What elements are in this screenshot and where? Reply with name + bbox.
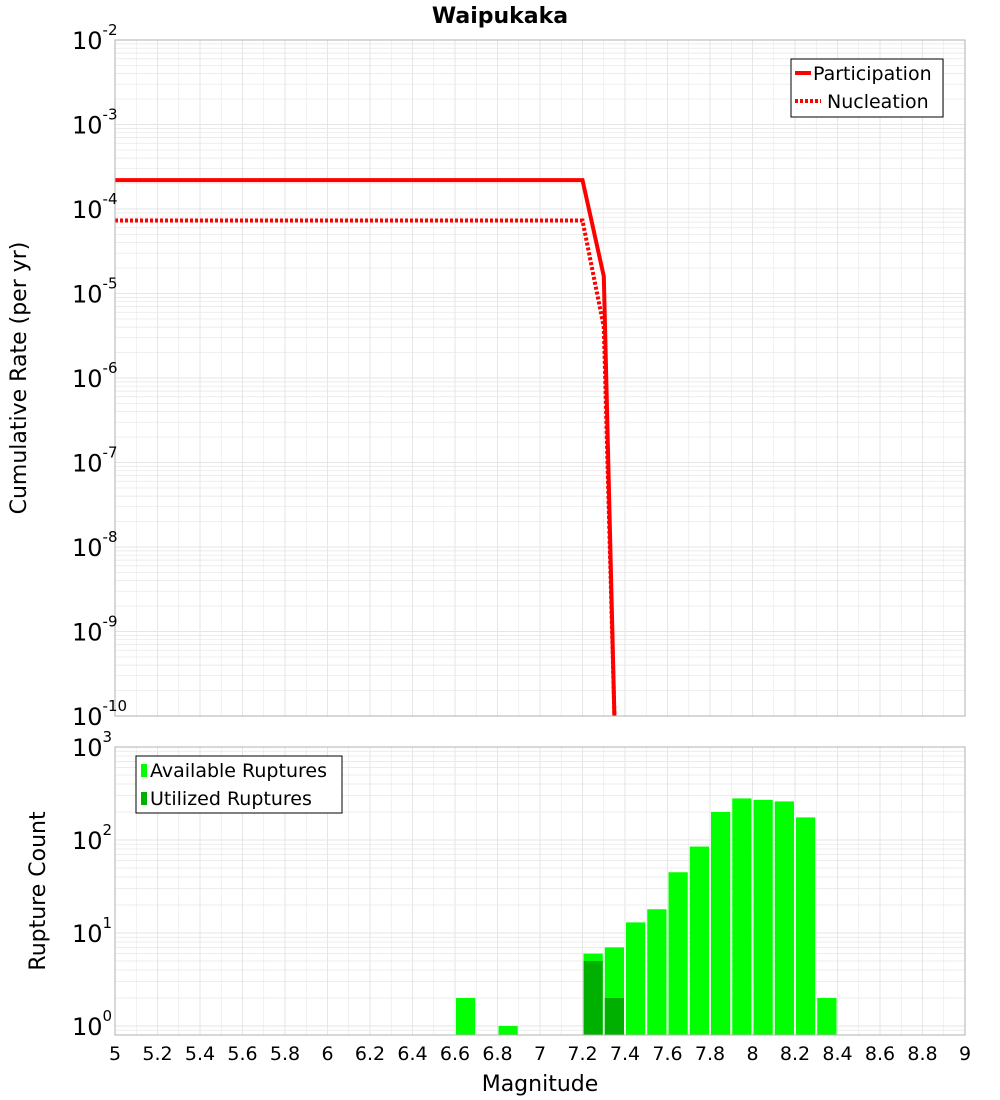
utilized-bar [604, 997, 624, 1035]
available-bar [796, 817, 816, 1035]
count-plot: 100 101 102 103 5 5.2 5.4 5.6 5.8 6 6.2 6.4 6.6 6.8 7… [26, 728, 971, 1097]
available-bar [817, 997, 837, 1035]
rate-y-ticks: 10-10 10-9 10-8 10-7 10-6 10-5 10-4 10-3 10-2 [72, 21, 127, 731]
available-bar [732, 798, 752, 1035]
x-tick-label: 6.6 [440, 1043, 470, 1065]
x-tick-label: 7.6 [652, 1043, 682, 1065]
x-tick-label: 8.6 [865, 1043, 895, 1065]
rate-y-tick-label: 10-9 [72, 613, 118, 647]
x-tick-label: 5.6 [227, 1043, 257, 1065]
x-tick-label: 8.4 [822, 1043, 852, 1065]
x-tick-label: 5.2 [142, 1043, 172, 1065]
legend-label-available: Available Ruptures [150, 760, 327, 782]
legend-label-utilized: Utilized Ruptures [150, 788, 312, 810]
rate-plot-frame [114, 39, 966, 717]
x-tick-label: 7.4 [610, 1043, 640, 1065]
nucleation-line [115, 218, 617, 717]
rate-y-tick-label: 10-7 [72, 444, 118, 478]
legend-label-participation: Participation [813, 63, 932, 85]
x-tick-label: 7.8 [695, 1043, 725, 1065]
rate-y-axis-label: Cumulative Rate (per yr) [7, 242, 32, 515]
count-legend-box [135, 755, 343, 814]
chart-title: Waipukaka [432, 4, 568, 29]
count-plot-frame [114, 746, 966, 1036]
x-tick-label: 5.8 [270, 1043, 300, 1065]
x-tick-label: 8.2 [780, 1043, 810, 1065]
available-bar [689, 846, 709, 1035]
x-tick-label: 9 [959, 1043, 971, 1065]
x-tick-label: 7 [534, 1043, 546, 1065]
count-y-tick-label: 100 [72, 1007, 112, 1041]
rate-y-tick-label: 10-4 [72, 190, 118, 224]
rate-y-tick-label: 10-5 [72, 275, 118, 309]
count-legend: Available Ruptures Utilized Ruptures [135, 755, 343, 814]
x-tick-label: 8 [746, 1043, 758, 1065]
legend-label-nucleation: Nucleation [827, 91, 929, 113]
x-axis-label: Magnitude [482, 1072, 599, 1097]
available-bar [647, 909, 667, 1035]
x-tick-label: 6.2 [355, 1043, 385, 1065]
available-bar [753, 799, 773, 1035]
rate-y-tick-label: 10-6 [72, 359, 118, 393]
rate-y-tick-label: 10-3 [72, 106, 118, 140]
x-tick-label: 5 [109, 1043, 121, 1065]
x-tick-label: 5.4 [185, 1043, 215, 1065]
utilized-bar [583, 960, 603, 1035]
count-y-tick-label: 102 [72, 821, 112, 855]
rate-legend-box [790, 58, 944, 118]
x-tick-label: 6.8 [482, 1043, 512, 1065]
count-bars [456, 798, 837, 1035]
available-bar [626, 922, 646, 1035]
rate-y-tick-label: 10-8 [72, 528, 118, 562]
rate-plot: 10-10 10-9 10-8 10-7 10-6 10-5 10-4 10-3 10-2 Cu… [7, 21, 966, 731]
rate-y-tick-label: 10-2 [72, 21, 118, 55]
x-tick-label: 6 [321, 1043, 333, 1065]
count-y-axis-label: Rupture Count [26, 811, 51, 971]
rate-y-tick-label: 10-10 [72, 697, 127, 731]
legend-swatch-available [141, 764, 147, 777]
count-y-tick-label: 103 [72, 728, 112, 762]
rate-legend: Participation Nucleation [790, 58, 944, 118]
available-bar [668, 872, 688, 1035]
x-tick-label: 7.2 [567, 1043, 597, 1065]
x-tick-label: 8.8 [907, 1043, 937, 1065]
count-y-ticks: 100 101 102 103 [72, 728, 112, 1041]
rate-grid [114, 40, 966, 717]
x-ticks: 5 5.2 5.4 5.6 5.8 6 6.2 6.4 6.6 6.8 7 7.2 7.4 7.6 7.8 8… [109, 1043, 971, 1065]
available-bar [711, 812, 731, 1035]
rate-series [115, 178, 617, 717]
x-tick-label: 6.4 [397, 1043, 427, 1065]
available-bar [456, 997, 476, 1035]
legend-swatch-utilized [141, 792, 147, 805]
count-y-tick-label: 101 [72, 914, 112, 948]
available-bar [774, 801, 794, 1035]
available-bar [498, 1025, 518, 1035]
